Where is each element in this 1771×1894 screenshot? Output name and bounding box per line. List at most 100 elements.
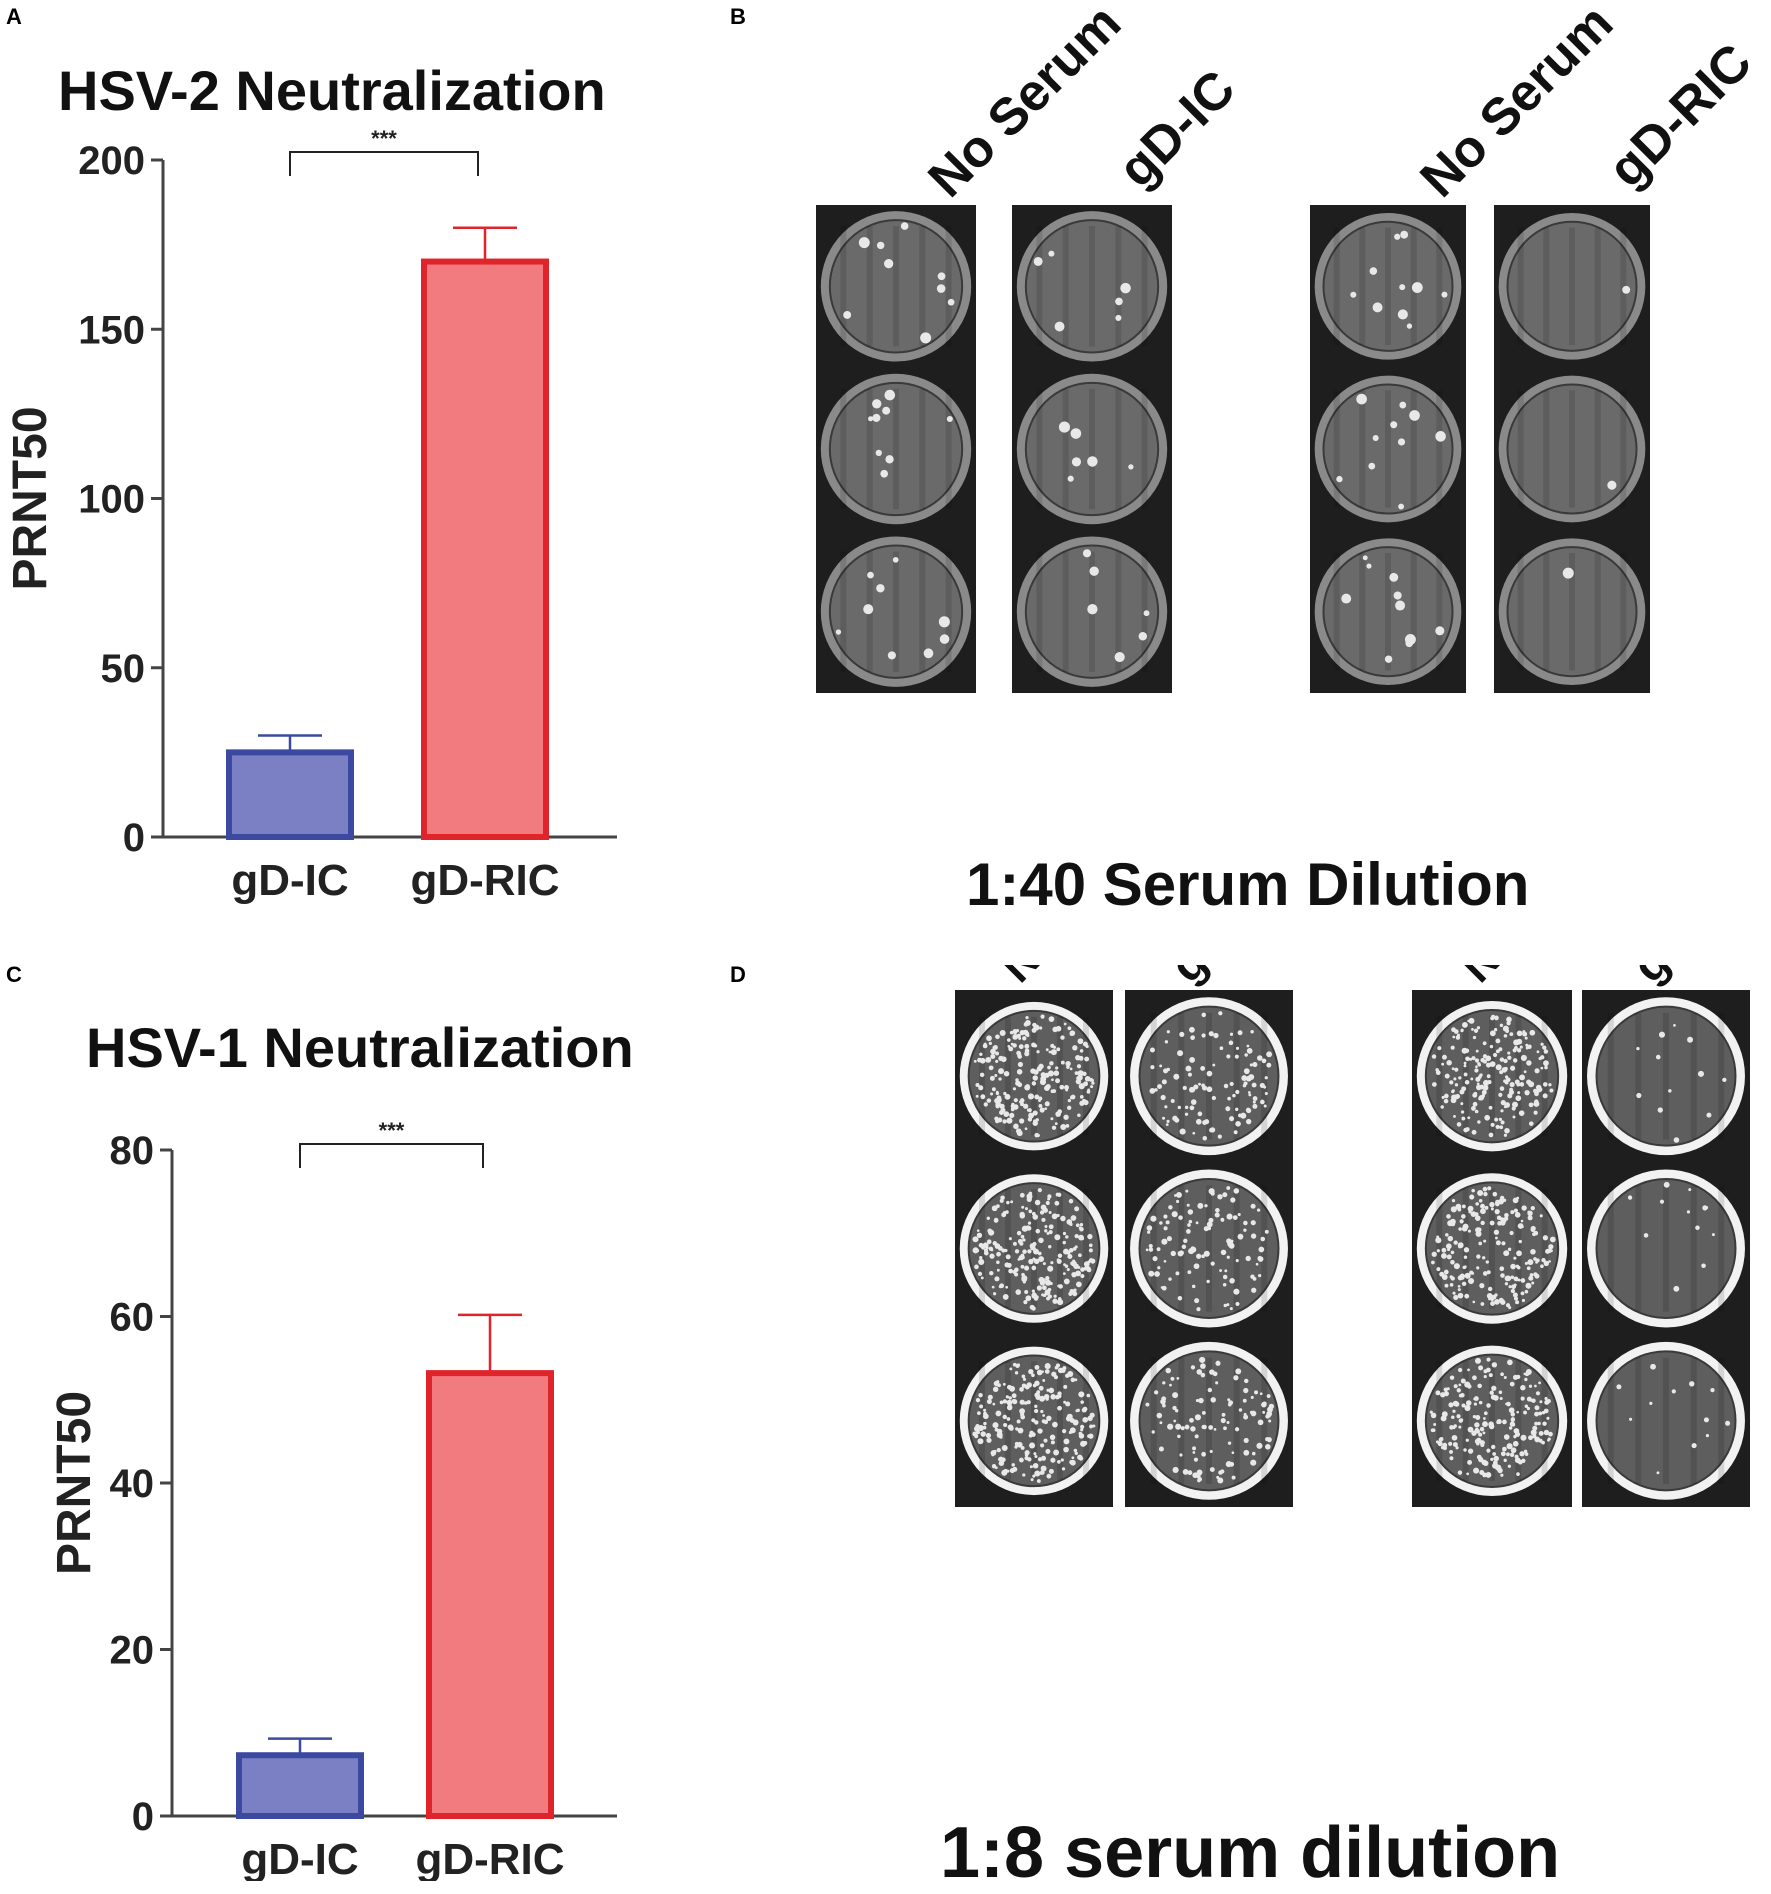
- plaque: [1038, 1256, 1045, 1262]
- plaque: [1475, 1230, 1482, 1237]
- plaque: [1083, 1081, 1089, 1087]
- plaque: [1217, 1134, 1222, 1139]
- plaque: [1148, 1243, 1153, 1248]
- plaque: [1537, 1421, 1541, 1426]
- plaque: [1040, 1443, 1045, 1448]
- plaque: [1539, 1214, 1543, 1218]
- plaque: [1078, 1055, 1084, 1061]
- plaque: [1080, 1428, 1084, 1432]
- plaque: [1474, 1427, 1480, 1433]
- plaque: [1082, 549, 1092, 558]
- plaque: [1489, 1390, 1494, 1395]
- plaque: [1022, 1238, 1026, 1242]
- plaque: [1014, 1249, 1020, 1254]
- plaque: [1075, 1078, 1082, 1085]
- plaque: [978, 1392, 983, 1398]
- plaque: [1219, 1046, 1224, 1051]
- plaque: [1516, 1410, 1520, 1414]
- plate-column-label: gD-RIC: [1622, 965, 1769, 992]
- plaque: [1050, 1261, 1054, 1265]
- plaque: [1513, 1434, 1517, 1439]
- plaque: [1671, 1389, 1676, 1394]
- plaque: [1397, 309, 1408, 320]
- y-tick-label: 200: [78, 139, 145, 183]
- plaque: [1542, 1045, 1547, 1050]
- plaque: [1476, 1441, 1480, 1446]
- plaque: [1162, 1381, 1166, 1385]
- plaque: [1457, 1470, 1463, 1475]
- plaque: [1524, 1372, 1530, 1377]
- plaque: [1543, 1408, 1549, 1414]
- plaque: [1496, 1419, 1502, 1425]
- plaque: [1447, 1235, 1454, 1242]
- plaque: [1500, 1109, 1504, 1113]
- plaque: [986, 1098, 992, 1103]
- plaque: [1441, 1062, 1445, 1066]
- plaque: [1499, 1070, 1504, 1075]
- plaque: [1502, 1025, 1509, 1032]
- plaque: [1045, 1397, 1049, 1401]
- plaque: [1531, 1281, 1535, 1285]
- plaque: [1256, 1208, 1261, 1212]
- plaque: [1235, 1089, 1240, 1095]
- plaque: [993, 1449, 997, 1454]
- plaque: [1225, 1106, 1231, 1112]
- plaque: [1711, 1233, 1715, 1237]
- plaque: [1053, 1070, 1060, 1077]
- plaque: [863, 604, 874, 615]
- plaque: [1040, 1075, 1047, 1082]
- plaque: [1115, 314, 1122, 321]
- plaque: [1021, 1276, 1028, 1283]
- plaque: [1192, 1131, 1196, 1135]
- plaque: [1499, 1396, 1503, 1401]
- plaque: [1263, 1104, 1267, 1108]
- plaque: [1148, 1270, 1155, 1277]
- plaque: [1009, 1367, 1013, 1371]
- plaque: [1039, 1107, 1045, 1113]
- plaque: [1245, 1255, 1251, 1262]
- plaque: [1478, 1199, 1483, 1203]
- plaque: [1695, 1225, 1700, 1230]
- plaque: [1473, 1467, 1480, 1474]
- plaque: [976, 1229, 980, 1232]
- plaque: [1002, 1119, 1007, 1124]
- plaque: [1499, 1057, 1505, 1062]
- plaque: [1510, 1417, 1516, 1422]
- plaque: [993, 1218, 999, 1223]
- plaque: [1065, 1235, 1069, 1239]
- plaque: [1498, 1117, 1502, 1122]
- plaque: [1461, 1214, 1466, 1219]
- plaque: [1497, 1221, 1502, 1226]
- plaque: [1510, 1275, 1515, 1279]
- plaque: [1499, 1125, 1504, 1130]
- plaque: [1460, 1110, 1465, 1114]
- plaque: [1075, 1409, 1079, 1413]
- plaque: [1533, 1110, 1538, 1115]
- plaque: [1394, 233, 1401, 240]
- plaque: [1350, 291, 1357, 298]
- plaque: [1220, 1417, 1226, 1424]
- plaque: [986, 1035, 992, 1042]
- plaque: [1037, 1251, 1042, 1256]
- plaque: [1175, 1409, 1179, 1413]
- plaque: [1265, 1414, 1270, 1419]
- plaque: [1051, 1371, 1057, 1377]
- plaque: [1431, 1054, 1437, 1059]
- plaque: [995, 1051, 1000, 1056]
- plaque: [1048, 1050, 1052, 1054]
- plaque: [977, 1438, 984, 1445]
- plaque: [1003, 1468, 1008, 1473]
- plaque: [1543, 1429, 1550, 1436]
- plaque: [1189, 1105, 1195, 1111]
- plaque: [1525, 1046, 1529, 1050]
- plaque: [1540, 1042, 1544, 1046]
- plaque: [1524, 1377, 1528, 1382]
- plaque: [923, 648, 934, 659]
- plaque: [1040, 1465, 1047, 1472]
- plaque: [1465, 1056, 1470, 1062]
- plaque: [1508, 1089, 1515, 1095]
- plaque: [1446, 1060, 1452, 1066]
- plaque: [900, 222, 909, 230]
- plaque: [1228, 1400, 1234, 1406]
- plaque: [1064, 1085, 1070, 1090]
